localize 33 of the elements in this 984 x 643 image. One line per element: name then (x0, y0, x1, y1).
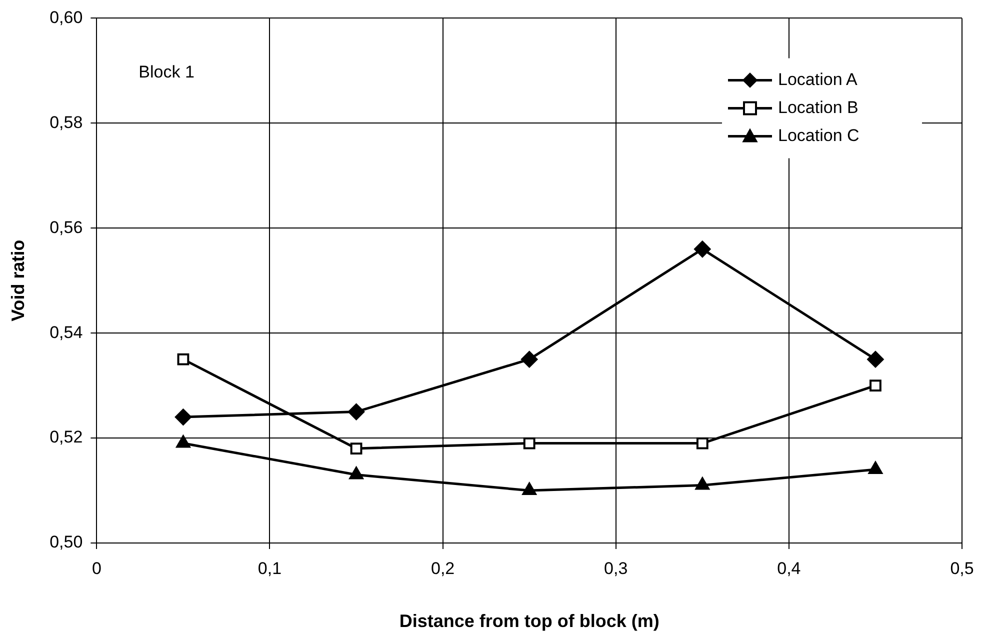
y-axis-title: Void ratio (8, 240, 28, 322)
x-tick-label: 0 (92, 558, 102, 578)
y-tick-label: 0,52 (50, 428, 83, 447)
y-tick-label: 0,60 (50, 8, 83, 27)
point (523, 437, 536, 450)
x-tick-label: 0,5 (950, 558, 974, 578)
point (177, 353, 190, 366)
annotation: Block 1 (138, 62, 194, 82)
point (696, 437, 708, 450)
y-tick-label: 0,58 (50, 112, 83, 132)
legend-label: Location C (778, 126, 860, 145)
point (348, 403, 365, 420)
point (176, 434, 191, 448)
point (694, 240, 711, 258)
x-tick-label: 0,4 (777, 558, 801, 578)
point (866, 350, 884, 368)
x-tick-label: 0,2 (430, 558, 455, 578)
point (694, 476, 710, 490)
legend-label: Location B (778, 98, 858, 117)
y-tick-label: 0,56 (50, 218, 83, 237)
x-tick-label: 0,3 (604, 558, 628, 578)
point (348, 466, 364, 480)
x-axis-title: Distance from top of block (m) (399, 611, 660, 632)
y-tick-label: 0,50 (50, 532, 83, 552)
y-tick-label: 0,54 (50, 322, 83, 342)
point (174, 408, 192, 426)
point (870, 380, 882, 392)
point (350, 442, 362, 454)
point (520, 350, 538, 368)
x-tick-label: 0,1 (258, 558, 282, 578)
point (522, 482, 537, 496)
point (868, 461, 883, 474)
legend-label: Location A (778, 70, 858, 89)
